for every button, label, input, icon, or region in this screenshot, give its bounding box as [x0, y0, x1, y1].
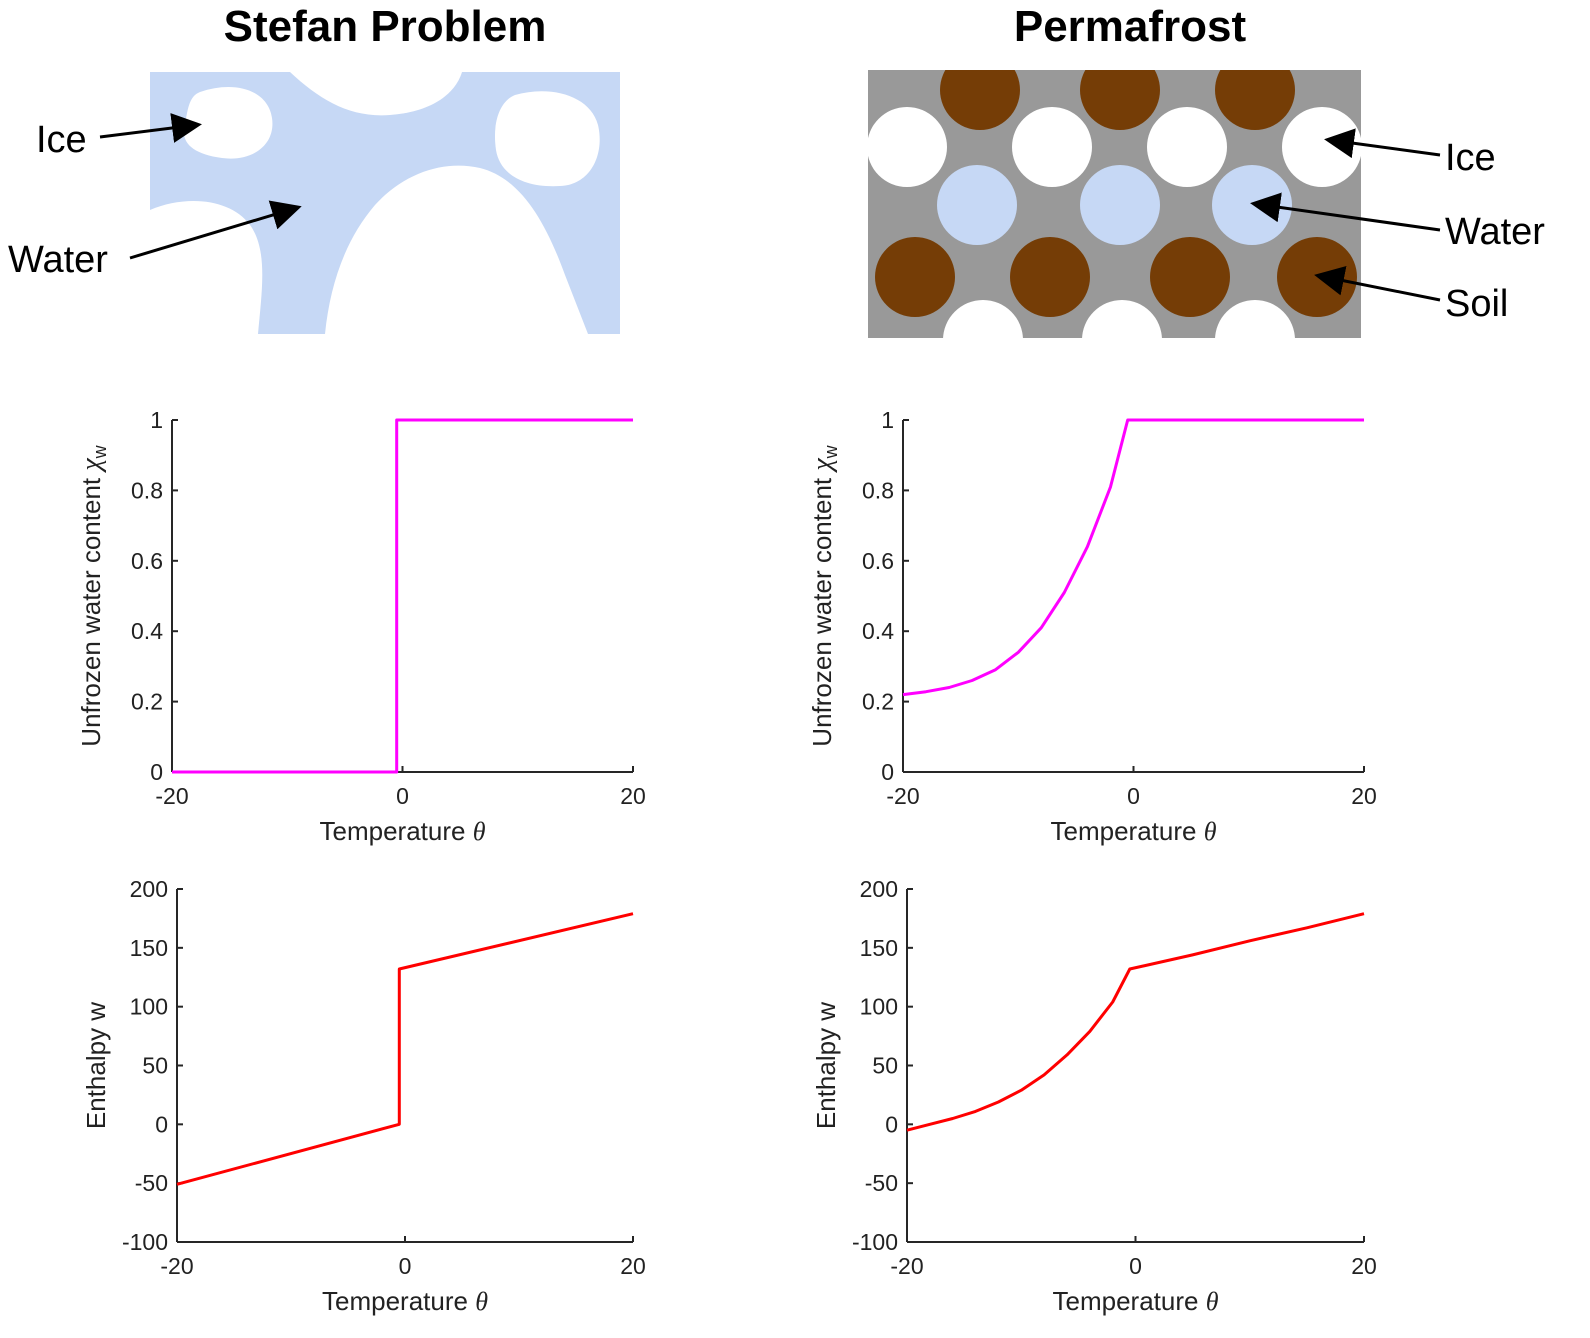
water-grain	[1080, 165, 1160, 245]
series-line	[176, 912, 634, 1186]
ice-blob-right	[494, 91, 600, 187]
soil-grain	[1010, 237, 1090, 317]
y-tick-label: 50	[872, 1053, 898, 1079]
x-axis-label: Temperature θ	[320, 816, 486, 846]
x-tick-label: 20	[1351, 1253, 1377, 1279]
column-title-stefan-problem: Stefan Problem	[223, 2, 547, 51]
ice-blob-bottom-left	[150, 201, 263, 334]
water-grain	[1212, 165, 1292, 245]
stefan-arrow-ice	[99, 113, 202, 143]
water-grain	[937, 165, 1017, 245]
ice-blob-left	[183, 87, 273, 159]
y-tick-label: -100	[122, 1229, 168, 1255]
stefan-label-ice: Ice	[36, 119, 87, 161]
column-title-permafrost: Permafrost	[1013, 2, 1247, 51]
y-axis-label: Unfrozen water content χw	[76, 444, 110, 746]
x-tick-label: -20	[155, 783, 188, 809]
permafrost-illustration	[868, 70, 1361, 338]
permafrost-arrow-water	[1250, 192, 1441, 232]
soil-grain	[940, 70, 1020, 130]
y-tick-label: -50	[135, 1170, 168, 1196]
y-tick-label: 0.4	[131, 618, 163, 644]
ice-grain	[1215, 300, 1295, 338]
y-tick-label: -50	[865, 1170, 898, 1196]
y-axis-label: Enthalpy w	[811, 1002, 841, 1129]
y-tick-label: 0.4	[862, 618, 894, 644]
y-tick-label: 200	[860, 876, 898, 902]
soil-grain	[1080, 70, 1160, 130]
series-line	[902, 418, 1364, 697]
y-tick-label: 1	[881, 407, 894, 433]
ice-blob-top	[290, 72, 462, 116]
ice-grain	[1082, 300, 1162, 338]
x-tick-label: -20	[890, 1253, 923, 1279]
permafrost-enthalpy-chart: -20 0 20 -100 -50 0 50 100 150 200 Temperature θ En…	[811, 876, 1377, 1316]
stefan-enthalpy-chart: -20 0 20 -100 -50 0 50 100 150 200 Temperature θ En…	[81, 876, 646, 1316]
x-tick-label: -20	[160, 1253, 193, 1279]
x-tick-label: 20	[620, 783, 646, 809]
y-tick-label: 0.8	[862, 477, 894, 503]
series-line	[172, 418, 633, 774]
y-tick-label: 100	[860, 994, 898, 1020]
soil-grain	[1215, 70, 1295, 130]
y-tick-label: 0	[881, 759, 894, 785]
permafrost-arrow-soil	[1314, 265, 1441, 302]
ice-grain	[1012, 107, 1092, 187]
x-axis-label: Temperature θ	[322, 1286, 488, 1316]
ice-grain	[1282, 107, 1361, 187]
x-tick-label: -20	[886, 783, 919, 809]
y-tick-label: 50	[142, 1053, 168, 1079]
soil-grain	[1277, 237, 1357, 317]
x-tick-label: 20	[1351, 783, 1377, 809]
x-tick-label: 0	[396, 783, 409, 809]
permafrost-label-ice: Ice	[1445, 137, 1496, 179]
stefan-arrow-water	[129, 200, 302, 260]
y-tick-label: 0.8	[131, 477, 163, 503]
y-tick-label: 150	[860, 935, 898, 961]
x-tick-label: 0	[1127, 783, 1140, 809]
ice-grain	[1147, 107, 1227, 187]
soil-grain	[1150, 237, 1230, 317]
y-tick-label: 0.6	[131, 548, 163, 574]
stefan-illustration	[150, 72, 620, 334]
y-tick-label: -100	[852, 1229, 898, 1255]
y-tick-label: 150	[130, 935, 168, 961]
y-tick-label: 0	[885, 1111, 898, 1137]
x-axis-label: Temperature θ	[1051, 816, 1217, 846]
x-tick-label: 0	[399, 1253, 412, 1279]
series-line	[906, 912, 1365, 1132]
y-tick-label: 0	[150, 759, 163, 785]
permafrost-label-soil: Soil	[1445, 283, 1508, 325]
x-tick-label: 20	[620, 1253, 646, 1279]
y-tick-label: 0.2	[862, 689, 894, 715]
y-axis-label: Enthalpy w	[81, 1002, 111, 1129]
stefan-label-water: Water	[8, 239, 108, 281]
y-tick-label: 0.6	[862, 548, 894, 574]
y-tick-label: 1	[150, 407, 163, 433]
y-tick-label: 0.2	[131, 689, 163, 715]
ice-grain	[943, 300, 1023, 338]
ice-grain	[868, 107, 947, 187]
y-tick-label: 200	[130, 876, 168, 902]
permafrost-arrow-ice	[1324, 128, 1441, 159]
x-tick-label: 0	[1129, 1253, 1142, 1279]
x-axis-label: Temperature θ	[1053, 1286, 1219, 1316]
permafrost-label-water: Water	[1445, 211, 1545, 253]
soil-grain	[875, 237, 955, 317]
y-tick-label: 0	[155, 1111, 168, 1137]
y-tick-label: 100	[130, 994, 168, 1020]
y-axis-label: Unfrozen water content χw	[807, 444, 841, 746]
ice-blob-bottom-center	[325, 165, 588, 334]
